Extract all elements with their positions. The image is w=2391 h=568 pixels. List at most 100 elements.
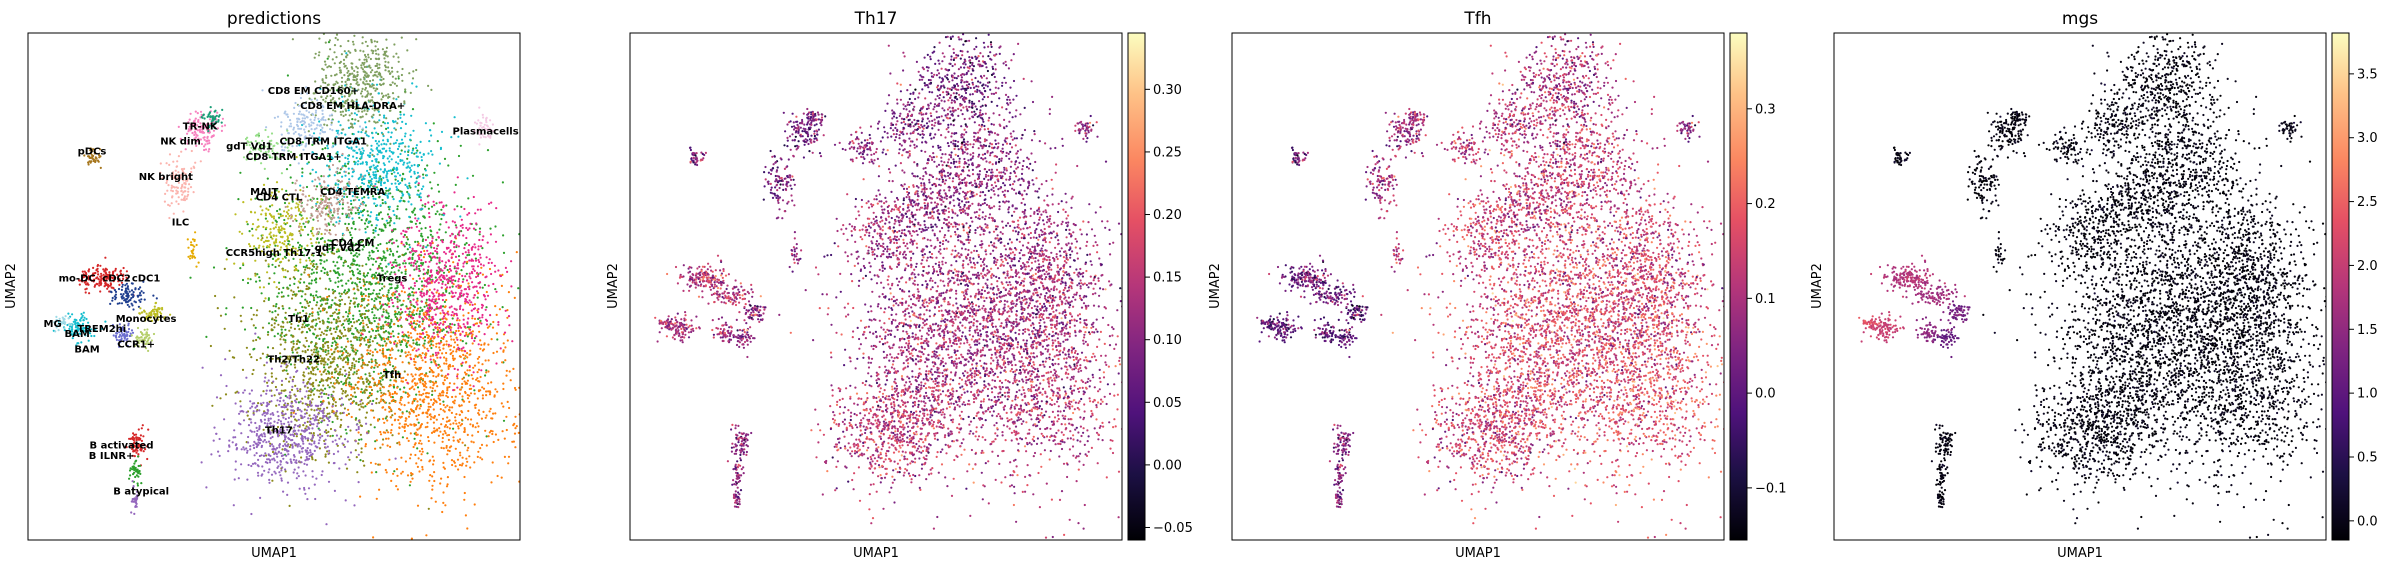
cell-point (446, 396, 449, 399)
cell-point (365, 134, 368, 137)
cell-point (444, 333, 447, 337)
cell-point (487, 359, 490, 362)
cell-point (351, 236, 354, 239)
cell-point (479, 271, 482, 275)
cell-point (461, 223, 464, 226)
cell-point (301, 175, 304, 178)
cell-point (307, 372, 310, 375)
cell-point (348, 381, 351, 384)
cell-point (273, 459, 276, 462)
cell-point (390, 131, 393, 134)
cell-point (445, 359, 448, 362)
cell-point (407, 227, 410, 230)
cell-point (301, 167, 304, 170)
cell-point (254, 421, 257, 425)
cell-point (291, 445, 294, 448)
cell-point (459, 295, 462, 298)
cell-point (407, 415, 411, 418)
cell-point (286, 321, 289, 324)
cell-point (512, 367, 515, 370)
cell-point (405, 230, 408, 233)
cell-point (335, 250, 338, 253)
cell-point (341, 359, 344, 362)
cell-point (348, 398, 351, 401)
cell-point (273, 335, 276, 338)
cell-point (250, 318, 253, 321)
cell-point (414, 213, 417, 216)
cell-point (308, 382, 311, 385)
cell-point (302, 442, 305, 445)
cell-point (430, 431, 434, 434)
cell-point (437, 298, 441, 301)
cell-point (246, 414, 249, 417)
cell-point (360, 424, 363, 428)
cell-point (390, 182, 393, 185)
cell-point (256, 273, 259, 276)
cell-point (419, 439, 422, 442)
cell-point (306, 365, 309, 369)
cell-point (367, 171, 370, 175)
cell-point (407, 315, 410, 318)
cell-point (304, 474, 307, 477)
cell-point (445, 362, 448, 365)
cell-point (255, 432, 258, 436)
cell-point (444, 252, 447, 255)
cell-point (287, 259, 290, 262)
cell-point (266, 333, 270, 336)
cell-point (338, 335, 342, 338)
cell-point (253, 430, 256, 433)
cell-point (472, 296, 475, 299)
cell-point (421, 352, 424, 355)
cell-point (474, 228, 477, 231)
cell-point (402, 235, 405, 238)
cell-point (422, 392, 425, 395)
cell-point (280, 291, 283, 294)
cell-point (243, 389, 246, 392)
cell-point (303, 326, 306, 329)
cell-point (408, 310, 411, 313)
cell-point (431, 381, 434, 384)
cell-point (267, 417, 270, 420)
cell-point (444, 261, 447, 264)
cell-point (464, 302, 467, 305)
cell-point (428, 260, 431, 263)
cell-point (434, 212, 437, 216)
cell-point (272, 445, 275, 448)
cell-point (412, 298, 415, 301)
cell-point (339, 168, 342, 171)
cell-point (431, 279, 434, 283)
cell-point (501, 361, 504, 364)
cell-point (318, 409, 321, 412)
cell-point (310, 253, 313, 256)
cell-point (286, 249, 289, 252)
cell-point (326, 188, 330, 191)
cell-point (390, 395, 393, 399)
cell-point (413, 152, 416, 155)
cell-point (344, 463, 347, 466)
cell-point (309, 293, 312, 296)
cell-point (428, 413, 431, 417)
cell-point (350, 366, 353, 369)
cell-point (461, 456, 464, 459)
cell-point (388, 410, 391, 413)
cell-point (346, 315, 349, 318)
cell-point (467, 311, 470, 315)
cell-point (375, 298, 378, 301)
cell-point (375, 293, 378, 296)
cell-point (423, 384, 426, 387)
cell-point (352, 258, 355, 261)
cell-point (462, 314, 465, 317)
cell-point (406, 248, 409, 251)
cell-point (406, 474, 410, 477)
cell-point (344, 428, 347, 431)
cell-point (307, 457, 311, 460)
cell-point (451, 281, 454, 284)
cell-point (279, 213, 282, 216)
cell-point (408, 166, 412, 169)
cell-point (364, 443, 367, 446)
cell-point (357, 103, 360, 107)
cell-point (328, 244, 331, 247)
cell-point (472, 371, 475, 374)
cell-point (421, 239, 424, 243)
cell-point (371, 377, 374, 380)
